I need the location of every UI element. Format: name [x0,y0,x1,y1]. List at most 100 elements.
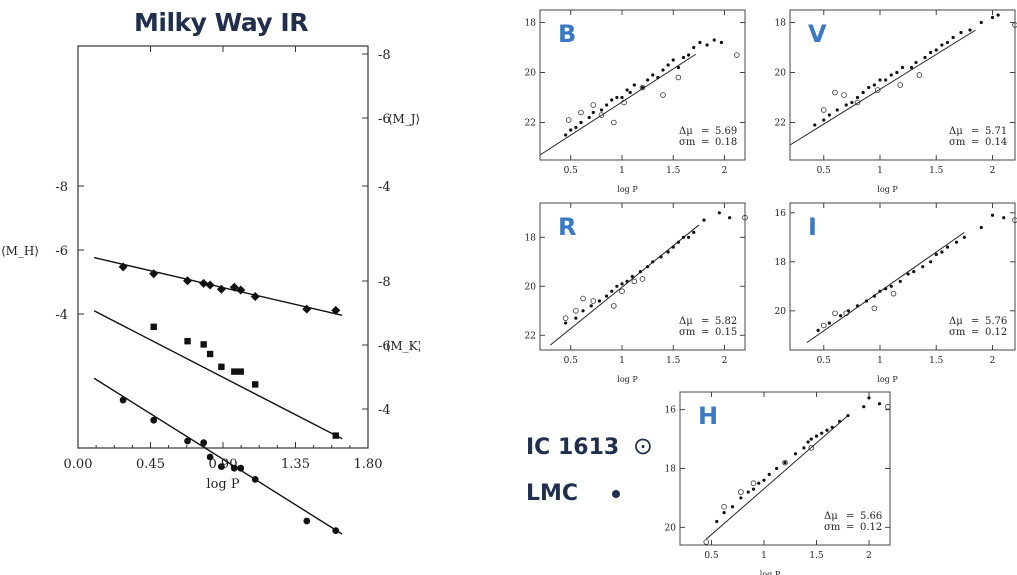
sigma-value: 0.14 [985,137,1007,148]
sigma-label: σm [824,522,841,533]
delta-mu-eq: = [971,316,979,327]
data-point [119,396,127,404]
data-point [236,285,246,295]
lmc-point [605,103,609,107]
lmc-point [730,505,735,509]
lmc-point [661,68,665,72]
fit-line [93,256,343,317]
plot-frame [789,202,1016,351]
ic1613-point [832,310,838,317]
lmc-point [814,434,819,438]
lmc-point [839,314,843,318]
lmc-point [775,466,779,471]
sigma-eq: = [971,137,979,148]
x-tick-label: 1 [619,356,625,366]
lmc-point [846,413,850,418]
lmc-point [877,402,882,406]
lmc-point [962,235,966,239]
lmc-point [867,396,871,400]
data-point [149,269,159,279]
lmc-point [630,274,634,279]
x-tick-label: 1.5 [929,356,944,366]
lmc-point [762,478,766,482]
data-point [252,381,259,388]
ic1613-point [580,295,586,302]
ic1613-point [897,82,904,88]
left-tick-label: -6 [55,244,68,259]
band-panel-h: 0.5 1 1.5 2 log P 16 18 20 H Δμ = 5.66 σm = 0.12 [665,391,891,575]
lmc-point [651,73,655,77]
y-tick-label: 20 [525,69,537,79]
lmc-point [671,58,675,62]
lmc-point [979,225,983,230]
ic1613-point [619,288,625,295]
plot-frame [789,9,1016,161]
lmc-point [656,75,660,80]
sigma-value: 0.18 [715,137,737,148]
sigma-label: σm [679,137,696,148]
data-point [184,437,191,445]
data-point [217,463,225,470]
lmc-point [712,38,716,42]
lmc-point [1002,216,1006,220]
y-tick-label: 20 [775,307,787,317]
y-tick-label: 22 [525,331,536,341]
lmc-point [625,279,629,283]
lmc-point [651,260,655,264]
lmc-point [898,279,902,283]
data-point [200,439,208,446]
lmc-point [681,235,686,239]
lmc-point [855,95,860,100]
data-point [218,363,225,370]
x-axis-label: log P [877,375,898,384]
ic1613-point [854,99,861,106]
y-tick-label: 22 [775,119,786,129]
lmc-point [610,289,614,293]
data-point [216,284,226,294]
data-point [229,282,239,292]
fit-line [93,310,343,440]
ic1613-point [733,52,740,58]
x-tick-label: 1.5 [666,356,681,366]
lmc-point [692,45,696,50]
lmc-point [632,83,636,87]
ic1613-point [890,290,897,297]
lmc-point [719,40,724,45]
lmc-point [816,328,820,332]
lmc-point [739,496,743,500]
delta-mu-label: Δμ [679,126,693,137]
data-point [230,464,238,472]
fit-line [789,29,976,146]
data-point [206,453,214,461]
lmc-point [605,294,609,298]
x-tick-label: 0.5 [817,356,832,366]
lmc-point [940,250,944,254]
right-tick-label: -6 [378,339,391,354]
ic1613-point [598,112,605,118]
lmc-point [912,270,916,274]
lmc-point [934,252,938,257]
ic1613-point [1012,217,1017,223]
lmc-point [822,118,826,122]
legend-ic1613-label: IC 1613 [526,435,620,460]
lmc-point [820,431,824,435]
chart-title: Milky Way IR [134,8,308,37]
lmc-point [702,218,706,222]
lmc-point [574,316,578,320]
sigma-value: 0.12 [985,327,1007,338]
lmc-point [671,245,675,249]
lmc-point [628,90,632,95]
delta-mu-value: 5.66 [860,511,882,522]
delta-mu-value: 5.69 [715,126,737,137]
x-tick-label: 0.5 [564,356,579,366]
data-point [184,338,191,345]
lmc-point [872,294,876,298]
y-tick-label: 18 [525,233,537,243]
y-tick-label: 18 [665,465,677,475]
lmc-point [990,15,995,20]
data-point [200,341,207,348]
fit-line [93,377,343,535]
lmc-point [809,437,813,441]
